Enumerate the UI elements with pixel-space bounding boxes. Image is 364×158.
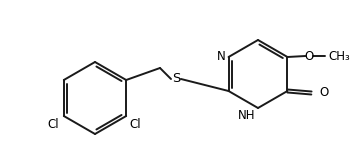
Text: NH: NH: [237, 109, 255, 122]
Text: N: N: [217, 51, 226, 64]
Text: S: S: [172, 73, 180, 85]
Text: O: O: [320, 86, 329, 100]
Text: Cl: Cl: [48, 118, 59, 131]
Text: O: O: [305, 49, 314, 63]
Text: CH₃: CH₃: [328, 49, 350, 63]
Text: Cl: Cl: [129, 118, 141, 131]
